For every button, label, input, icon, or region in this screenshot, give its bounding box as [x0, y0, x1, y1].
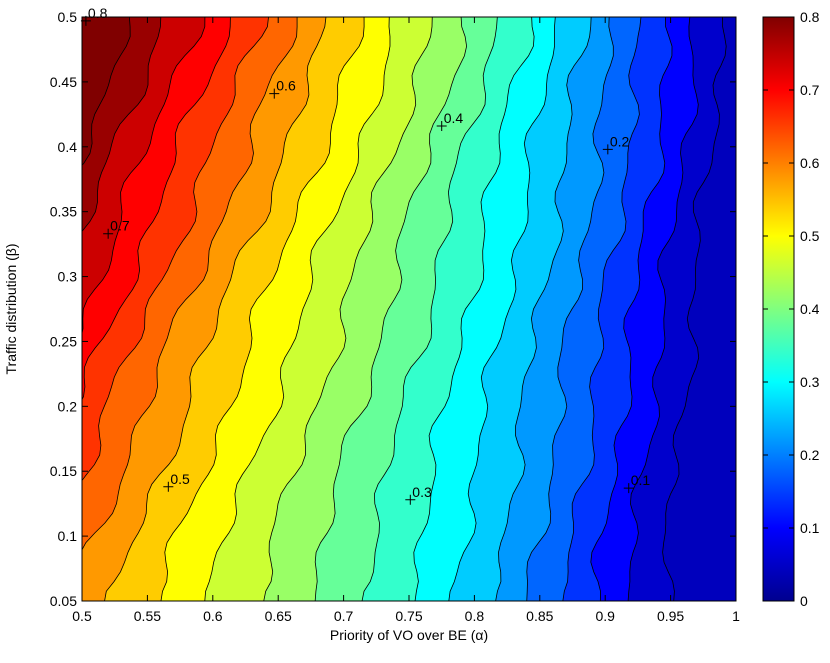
- colorbar-tick-label: 0.6: [800, 155, 820, 171]
- x-tick-label: 0.8: [465, 608, 485, 624]
- contour-label: 0.4: [444, 110, 464, 126]
- y-axis-label: Traffic distribution (β): [3, 244, 19, 375]
- contour-label-marker: [602, 144, 613, 155]
- x-tick-label: 0.65: [265, 608, 292, 624]
- y-tick-label: 0.4: [58, 139, 78, 155]
- contour-line: [495, 17, 592, 601]
- contour-label: 0.2: [610, 133, 630, 149]
- y-tick-label: 0.2: [58, 398, 78, 414]
- contour-label-marker: [103, 228, 114, 239]
- y-tick-label: 0.5: [58, 9, 78, 25]
- contour-label-marker: [269, 88, 280, 99]
- y-tick-label: 0.25: [50, 333, 77, 349]
- x-tick-label: 1: [732, 608, 740, 624]
- x-axis: 0.5 0.55 0.6 0.65 0.7 0.75 0.8 0.85 0.9 0.95 1: [72, 17, 740, 624]
- contour-label: 0.6: [276, 78, 296, 94]
- contour-line: [263, 17, 433, 601]
- contour-label: 0.8: [88, 5, 108, 21]
- x-tick-label: 0.75: [395, 608, 422, 624]
- contour-line: [314, 17, 468, 601]
- contour-label-marker: [163, 481, 174, 492]
- colorbar-tick-label: 0.7: [800, 82, 820, 98]
- contour-label-marker: [436, 121, 447, 132]
- contour-line: [526, 17, 614, 601]
- contour-label: 0.5: [170, 471, 190, 487]
- y-tick-label: 0.05: [50, 593, 77, 609]
- contour-line: [662, 17, 727, 601]
- contour-line: [82, 17, 131, 166]
- colorbar-tick-label: 0.8: [800, 9, 820, 25]
- contour-line: [82, 17, 298, 551]
- colorbar-tick-label: 0.5: [800, 228, 820, 244]
- contour-line: [104, 17, 327, 601]
- y-tick-label: 0.35: [50, 204, 77, 220]
- x-tick-label: 0.95: [657, 608, 684, 624]
- contour-line: [627, 17, 699, 601]
- contour-line: [562, 17, 642, 601]
- colorbar-tick-label: 0.4: [800, 301, 820, 317]
- contour-label-marker: [623, 483, 634, 494]
- y-tick-label: 0.45: [50, 74, 77, 90]
- y-tick-label: 0.1: [58, 528, 78, 544]
- contour-lines: [82, 17, 727, 601]
- contour-line: [361, 17, 498, 601]
- x-tick-label: 0.5: [72, 608, 92, 624]
- colorbar-frame: [762, 16, 795, 602]
- contour-line: [82, 17, 162, 233]
- y-tick-label: 0.15: [50, 463, 77, 479]
- contour-label: 0.7: [110, 218, 130, 234]
- contour-line: [413, 17, 535, 601]
- contour-line: [160, 17, 365, 601]
- contour-line: [590, 17, 673, 601]
- x-tick-label: 0.55: [134, 608, 161, 624]
- y-tick-label: 0.3: [58, 269, 78, 285]
- contour-line: [82, 17, 206, 336]
- contour-line: [82, 17, 231, 401]
- contour-bands: [82, 17, 736, 601]
- contour-line: [448, 17, 556, 601]
- colorbar-gradient: [763, 17, 794, 601]
- x-axis-label: Priority of VO over BE (α): [330, 627, 488, 643]
- x-tick-label: 0.9: [595, 608, 615, 624]
- colorbar-tick-label: 0.2: [800, 447, 820, 463]
- x-tick-label: 0.85: [526, 608, 553, 624]
- contour-line: [204, 17, 391, 601]
- contour-label-marker: [80, 15, 91, 26]
- contour-label-marker: [405, 494, 416, 505]
- x-tick-label: 0.7: [334, 608, 354, 624]
- colorbar-tick-label: 0: [800, 593, 808, 609]
- x-tick-label: 0.6: [203, 608, 223, 624]
- y-axis: 0.05 0.1 0.15 0.2 0.25 0.3 0.35 0.4 0.45 0.5: [50, 9, 736, 609]
- colorbar-tick-label: 0.3: [800, 374, 820, 390]
- contour-label: 0.3: [412, 484, 432, 500]
- contour-line: [82, 17, 269, 482]
- colorbar-tick-label: 0.1: [800, 520, 820, 536]
- colorbar: 0 0.1 0.2 0.3 0.4 0.5 0.6 0.7 0.8: [762, 9, 820, 609]
- contour-label: 0.1: [631, 472, 651, 488]
